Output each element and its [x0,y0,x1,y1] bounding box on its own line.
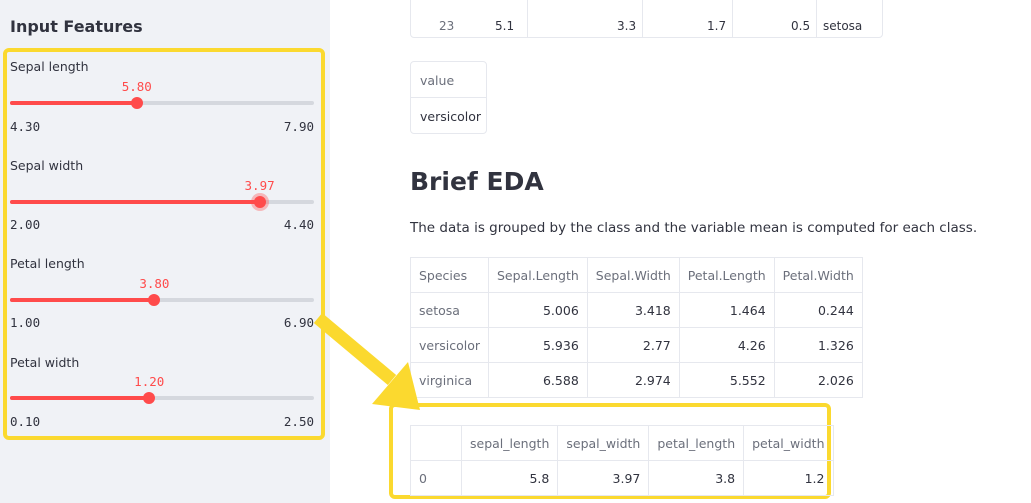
slider-fill [10,101,137,105]
table-row: setosa 5.006 3.418 1.464 0.244 [410,292,863,328]
prediction-header-label: value [420,73,455,88]
slider-label: Sepal width [10,158,84,173]
slider-thumb[interactable] [148,294,161,306]
slider-value: 3.97 [244,178,275,193]
column-divider [816,0,817,37]
eda-heading: Brief EDA [410,167,544,196]
table-cell: 5.1 [495,19,515,33]
sidebar-title: Input Features [10,17,143,36]
column-header[interactable]: petal_length [648,425,745,461]
slider-max: 4.40 [283,217,314,232]
table-cell: 0 [410,460,462,496]
table-row: 0 5.8 3.97 3.8 1.2 [410,460,834,496]
table-cell: 3.3 [617,19,637,33]
table-cell: versicolor [410,327,489,363]
slider-label: Petal width [10,355,80,370]
table-row: virginica 6.588 2.974 5.552 2.026 [410,362,863,398]
slider-max: 6.90 [283,315,314,330]
table-cell: 2.026 [773,362,863,398]
table-cell: 1.326 [773,327,863,363]
top-dataframe[interactable]: 23 5.1 3.3 1.7 0.5 setosa [410,0,883,38]
prediction-value: versicolor [420,109,481,124]
table-cell: 6.588 [488,362,588,398]
table-cell: 5.8 [460,460,559,496]
slider-fill [10,298,155,302]
prediction-header: value [411,62,486,98]
slider-thumb[interactable] [130,97,143,109]
table-cell: virginica [410,362,489,398]
slider-value: 5.80 [121,79,152,94]
slider-track[interactable] [10,196,314,208]
slider-track[interactable] [10,97,314,109]
slider-label: Petal length [10,256,85,271]
petal-length-slider: Petal length 3.80 1.00 6.90 [10,256,314,336]
table-row: versicolor 5.936 2.77 4.26 1.326 [410,327,863,363]
column-header[interactable]: Sepal.Length [488,257,588,293]
table-cell: 5.006 [488,292,588,328]
column-header[interactable]: sepal_width [557,425,650,461]
column-divider [527,0,528,37]
slider-track[interactable] [10,294,314,306]
prediction-table[interactable]: value versicolor [410,61,487,134]
slider-min: 2.00 [10,217,41,232]
column-header[interactable]: sepal_length [460,425,559,461]
sepal-width-slider: Sepal width 3.97 2.00 4.40 [10,158,314,238]
table-cell: 2.77 [586,327,680,363]
petal-width-slider: Petal width 1.20 0.10 2.50 [10,355,314,435]
slider-fill [10,396,150,400]
column-header[interactable]: Species [410,257,489,293]
table-cell: 1.464 [678,292,775,328]
sidebar: Input Features Sepal length 5.80 4.30 7.… [0,0,330,503]
table-cell: setosa [823,19,863,33]
slider-min: 1.00 [10,315,41,330]
slider-max: 7.90 [283,119,314,134]
slider-fill [10,200,260,204]
table-cell: 23 [439,19,455,33]
column-header[interactable]: Petal.Length [678,257,775,293]
table-header-row: sepal_length sepal_width petal_length pe… [410,425,834,461]
eda-description: The data is grouped by the class and the… [410,220,978,236]
slider-thumb[interactable] [253,196,266,208]
table-cell: 5.552 [678,362,775,398]
main-content: 23 5.1 3.3 1.7 0.5 setosa value versicol… [330,0,1031,503]
eda-table[interactable]: Species Sepal.Length Sepal.Width Petal.L… [410,257,863,398]
table-cell: 3.8 [648,460,745,496]
slider-track[interactable] [10,392,314,404]
column-divider [642,0,643,37]
slider-thumb[interactable] [143,392,156,404]
table-cell: 3.97 [557,460,650,496]
slider-label: Sepal length [10,59,89,74]
table-cell: 1.7 [707,19,727,33]
column-divider [732,0,733,37]
table-cell: 5.936 [488,327,588,363]
slider-value: 3.80 [139,276,170,291]
slider-max: 2.50 [283,414,314,429]
table-cell: 0.244 [773,292,863,328]
column-header[interactable]: Sepal.Width [586,257,680,293]
table-cell: setosa [410,292,489,328]
table-cell: 0.5 [791,19,811,33]
table-cell: 3.418 [586,292,680,328]
input-dataframe[interactable]: sepal_length sepal_width petal_length pe… [410,425,834,496]
table-header-row: Species Sepal.Length Sepal.Width Petal.L… [410,257,863,293]
table-cell: 1.2 [743,460,834,496]
table-cell: 4.26 [678,327,775,363]
sepal-length-slider: Sepal length 5.80 4.30 7.90 [10,59,314,139]
column-header[interactable] [410,425,462,461]
input-features-highlight [3,48,325,440]
column-header[interactable]: Petal.Width [773,257,863,293]
table-cell: 2.974 [586,362,680,398]
slider-min: 0.10 [10,414,41,429]
column-header[interactable]: petal_width [743,425,834,461]
slider-min: 4.30 [10,119,41,134]
slider-value: 1.20 [134,374,165,389]
